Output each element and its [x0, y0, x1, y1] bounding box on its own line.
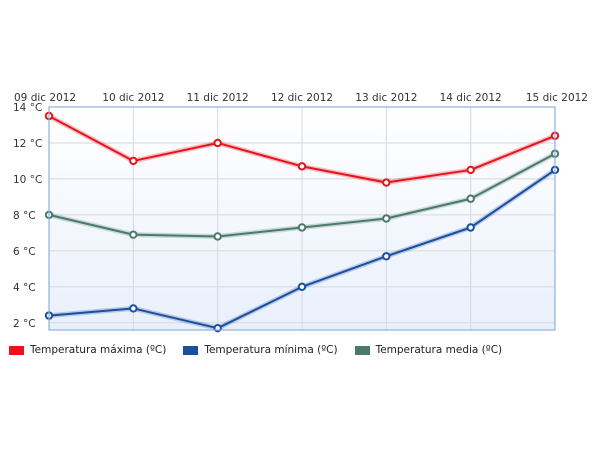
data-point[interactable]: [129, 304, 138, 313]
legend-swatch-min: [183, 345, 199, 355]
series-lines: [44, 111, 560, 333]
x-axis-tick-labels: 09 dic 2012 10 dic 2012 11 dic 2012 12 dic …: [14, 92, 588, 104]
legend-label-min: Temperatura mínima (ºC): [204, 344, 338, 356]
y-tick-label: 12 °C: [13, 138, 42, 150]
x-tick-label: 10 dic 2012: [102, 92, 164, 104]
y-tick-label: 8 °C: [13, 210, 36, 222]
legend-swatch-max: [9, 345, 24, 355]
y-tick-label: 14 °C: [13, 102, 42, 114]
data-point[interactable]: [297, 223, 307, 232]
data-point[interactable]: [297, 282, 307, 292]
data-point[interactable]: [129, 230, 138, 239]
data-point[interactable]: [466, 165, 475, 175]
data-point[interactable]: [466, 194, 475, 203]
legend: Temperatura máxima (ºC) Temperatura míni…: [9, 344, 519, 356]
y-tick-label: 10 °C: [13, 174, 42, 186]
data-point[interactable]: [213, 138, 222, 148]
data-point[interactable]: [382, 252, 391, 261]
legend-item-max[interactable]: Temperatura máxima (ºC): [9, 344, 166, 356]
plot-border: [48, 106, 556, 331]
data-point[interactable]: [297, 162, 307, 171]
series-1: [44, 165, 560, 333]
y-tick-label: 2 °C: [13, 318, 36, 330]
data-point[interactable]: [466, 223, 475, 232]
x-tick-label: 15 dic 2012: [526, 92, 588, 104]
data-point[interactable]: [382, 178, 391, 187]
data-point[interactable]: [213, 232, 222, 241]
temperature-line-chart: 09 dic 2012 10 dic 2012 11 dic 2012 12 dic …: [13, 92, 588, 333]
y-axis-tick-labels: 2 °C 4 °C 6 °C 8 °C 10 °C 12 °C 14 °C: [13, 102, 42, 330]
legend-item-mean[interactable]: Temperatura media (ºC): [354, 344, 503, 356]
x-tick-label: 09 dic 2012: [14, 92, 76, 104]
x-tick-label: 11 dic 2012: [187, 92, 249, 104]
x-tick-label: 12 dic 2012: [271, 92, 333, 104]
legend-label-mean: Temperatura media (ºC): [375, 344, 503, 356]
y-tick-label: 6 °C: [13, 246, 36, 258]
legend-swatch-mean: [354, 345, 370, 355]
x-tick-label: 13 dic 2012: [355, 92, 417, 104]
legend-item-min[interactable]: Temperatura mínima (ºC): [183, 344, 338, 356]
x-tick-label: 14 dic 2012: [440, 92, 502, 104]
data-point[interactable]: [382, 214, 391, 223]
y-tick-label: 4 °C: [13, 282, 36, 294]
legend-label-max: Temperatura máxima (ºC): [30, 344, 167, 356]
data-point[interactable]: [129, 156, 138, 166]
